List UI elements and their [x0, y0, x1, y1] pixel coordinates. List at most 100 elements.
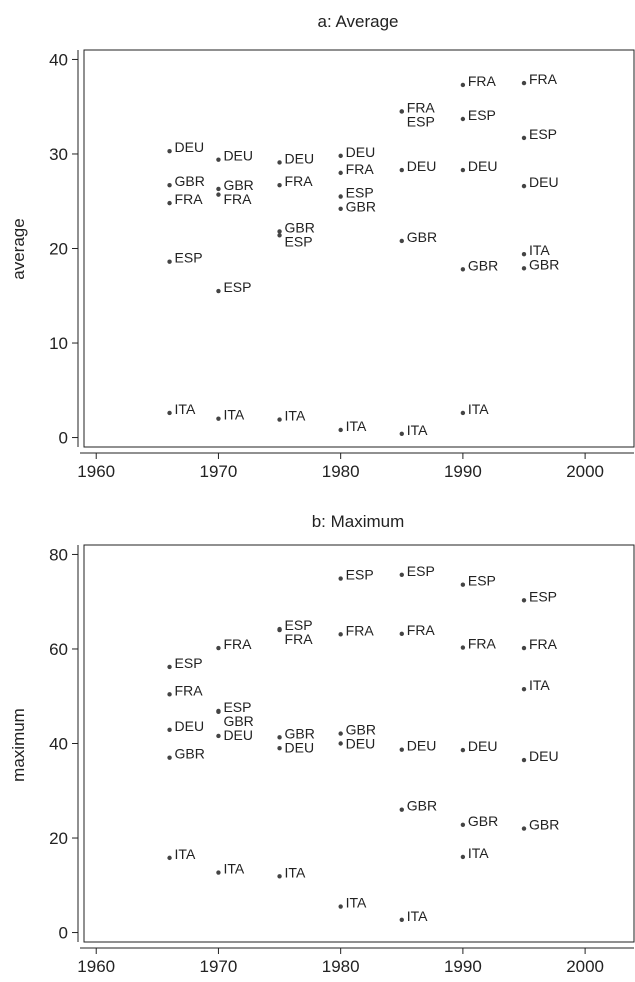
point-label: DEU [346, 736, 376, 752]
data-point [216, 192, 221, 197]
point-label: ITA [407, 422, 428, 438]
y-tick-label: 60 [49, 640, 68, 659]
point-label: ITA [223, 861, 244, 877]
data-point [216, 157, 221, 162]
y-tick-label: 80 [49, 545, 68, 564]
data-point [216, 416, 221, 421]
y-tick-label: 20 [49, 240, 68, 259]
data-point [521, 80, 527, 86]
data-point [338, 170, 343, 176]
point-label: GBR [175, 173, 205, 189]
plot-frame [83, 49, 635, 448]
data-point [277, 229, 282, 234]
point-label: GBR [223, 177, 253, 193]
point-label: FRA [468, 73, 497, 89]
point-label: DEU [346, 144, 376, 160]
point-label: ESP [346, 567, 374, 583]
point-label: DEU [407, 738, 437, 754]
x-tick-label: 1960 [77, 957, 115, 976]
point-label: FRA [346, 161, 375, 177]
data-point [460, 645, 466, 650]
data-point [521, 251, 527, 257]
data-point [399, 631, 404, 637]
data-point [167, 692, 172, 697]
data-point [216, 870, 221, 875]
point-label: ESP [529, 126, 557, 142]
point-label: ESP [407, 113, 435, 129]
data-point [167, 259, 172, 264]
data-point [277, 746, 282, 751]
data-point [167, 148, 172, 154]
point-label: DEU [175, 139, 205, 155]
point-label: ESP [285, 617, 313, 633]
data-point [216, 288, 221, 294]
x-tick-label: 1960 [77, 462, 115, 481]
point-label: GBR [529, 256, 559, 272]
x-tick-label: 2000 [566, 462, 604, 481]
plot-frame [83, 544, 635, 943]
point-label: FRA [529, 71, 558, 87]
point-label: FRA [223, 636, 252, 652]
point-label: FRA [285, 631, 314, 647]
point-label: GBR [468, 257, 498, 273]
y-tick-label: 40 [49, 50, 68, 69]
point-label: ITA [175, 401, 196, 417]
data-points: ESPFRADEUGBRITAFRAESPGBRDEUITAESPFRAGBRD… [167, 563, 559, 924]
point-label: GBR [175, 746, 205, 762]
data-point [521, 598, 527, 603]
point-label: FRA [407, 99, 436, 115]
y-tick-label: 30 [49, 145, 68, 164]
y-tick-label: 0 [59, 429, 68, 448]
data-point [399, 747, 404, 752]
panel-average: a: Average average 1960 1970 1980 1990 2000 0… [9, 12, 635, 481]
point-label: FRA [529, 636, 558, 652]
x-tick-label: 2000 [566, 957, 604, 976]
point-label: ITA [407, 908, 428, 924]
point-label: ESP [175, 655, 203, 671]
data-point [277, 874, 282, 879]
point-label: DEU [407, 158, 437, 174]
point-label: GBR [468, 813, 498, 829]
x-tick-label: 1990 [444, 957, 482, 976]
data-point [167, 664, 172, 670]
point-label: ITA [468, 845, 489, 861]
data-point [216, 709, 221, 715]
data-point [167, 755, 172, 760]
point-label: DEU [529, 748, 559, 764]
point-label: GBR [529, 817, 559, 833]
point-label: ESP [346, 185, 374, 201]
data-point [460, 116, 466, 122]
data-point [167, 200, 172, 206]
data-point [399, 431, 404, 436]
point-label: FRA [175, 191, 204, 207]
data-point [277, 627, 282, 633]
point-label: ITA [175, 846, 196, 862]
point-label: FRA [223, 191, 252, 207]
point-label: FRA [285, 173, 314, 189]
data-point [338, 741, 343, 746]
x-tick-label: 1980 [322, 957, 360, 976]
panel-title: b: Maximum [312, 512, 405, 531]
point-label: ESP [223, 279, 251, 295]
data-point [399, 238, 404, 244]
data-point [460, 747, 466, 753]
point-label: GBR [407, 798, 437, 814]
point-label: ESP [285, 233, 313, 249]
x-tick-label: 1970 [200, 462, 238, 481]
data-point [216, 186, 221, 192]
data-point [460, 82, 466, 88]
point-label: FRA [407, 622, 436, 638]
axis-ticks: 1960 1970 1980 1990 2000 0 20 40 60 80 [49, 545, 634, 976]
point-label: ESP [223, 699, 251, 715]
point-label: GBR [285, 725, 315, 741]
panel-maximum: b: Maximum maximum 1960 1970 1980 1990 2000 0… [9, 512, 635, 976]
data-point [216, 645, 221, 651]
data-point [521, 183, 527, 189]
point-label: ESP [468, 573, 496, 589]
x-tick-label: 1990 [444, 462, 482, 481]
data-point [521, 135, 527, 141]
data-point [338, 153, 343, 159]
y-tick-label: 0 [59, 924, 68, 943]
x-tick-label: 1970 [200, 957, 238, 976]
data-point [460, 582, 466, 587]
